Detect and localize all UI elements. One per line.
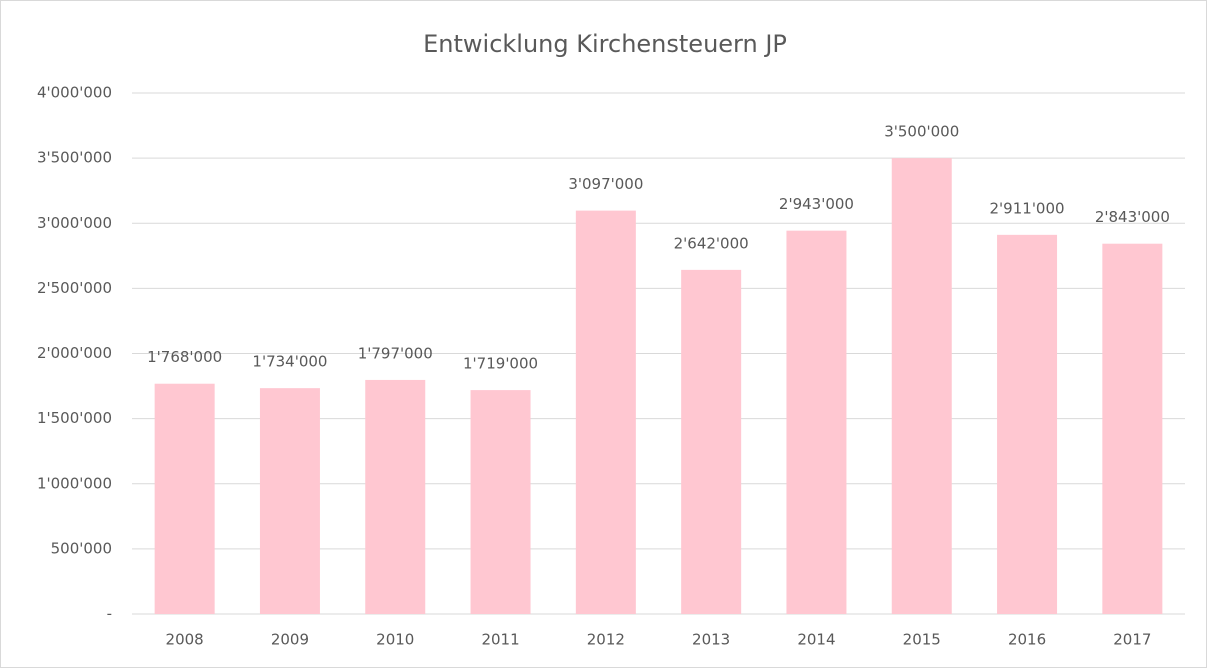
data-label: 1'768'000 — [147, 348, 222, 366]
x-tick-label: 2016 — [1008, 631, 1046, 649]
bar — [1102, 243, 1163, 614]
y-tick-label: 1'500'000 — [37, 409, 112, 427]
y-tick-label: 3'500'000 — [37, 149, 112, 167]
bar — [786, 230, 847, 614]
data-label: 2'911'000 — [990, 199, 1065, 217]
x-tick-label: 2010 — [376, 631, 414, 649]
y-tick-label: 3'000'000 — [37, 214, 112, 232]
data-label: 2'843'000 — [1095, 208, 1170, 226]
data-label: 2'943'000 — [779, 195, 854, 213]
x-tick-label: 2008 — [166, 631, 204, 649]
chart-title: Entwicklung Kirchensteuern JP — [423, 30, 787, 58]
x-tick-label: 2013 — [692, 631, 730, 649]
bar — [259, 388, 320, 614]
data-label: 1'734'000 — [252, 353, 327, 371]
data-label: 3'097'000 — [568, 175, 643, 193]
y-tick-label: 2'000'000 — [37, 344, 112, 362]
x-tick-label: 2009 — [271, 631, 309, 649]
bar — [891, 158, 952, 614]
data-label: 1'719'000 — [463, 355, 538, 373]
y-tick-label: 4'000'000 — [37, 84, 112, 102]
y-tick-label: 1'000'000 — [37, 474, 112, 492]
bar — [575, 210, 636, 614]
y-tick-label: - — [107, 605, 112, 623]
x-tick-label: 2014 — [797, 631, 835, 649]
data-label: 1'797'000 — [358, 344, 433, 362]
x-tick-label: 2012 — [587, 631, 625, 649]
y-tick-label: 2'500'000 — [37, 279, 112, 297]
bar — [681, 269, 742, 614]
x-tick-label: 2011 — [481, 631, 519, 649]
bar — [154, 383, 215, 614]
x-tick-label: 2017 — [1113, 631, 1151, 649]
y-tick-label: 500'000 — [51, 539, 112, 557]
bar — [997, 234, 1058, 614]
bar — [365, 379, 426, 614]
data-label: 2'642'000 — [674, 234, 749, 252]
x-tick-label: 2015 — [903, 631, 941, 649]
data-label: 3'500'000 — [884, 123, 959, 141]
bar — [470, 390, 531, 614]
